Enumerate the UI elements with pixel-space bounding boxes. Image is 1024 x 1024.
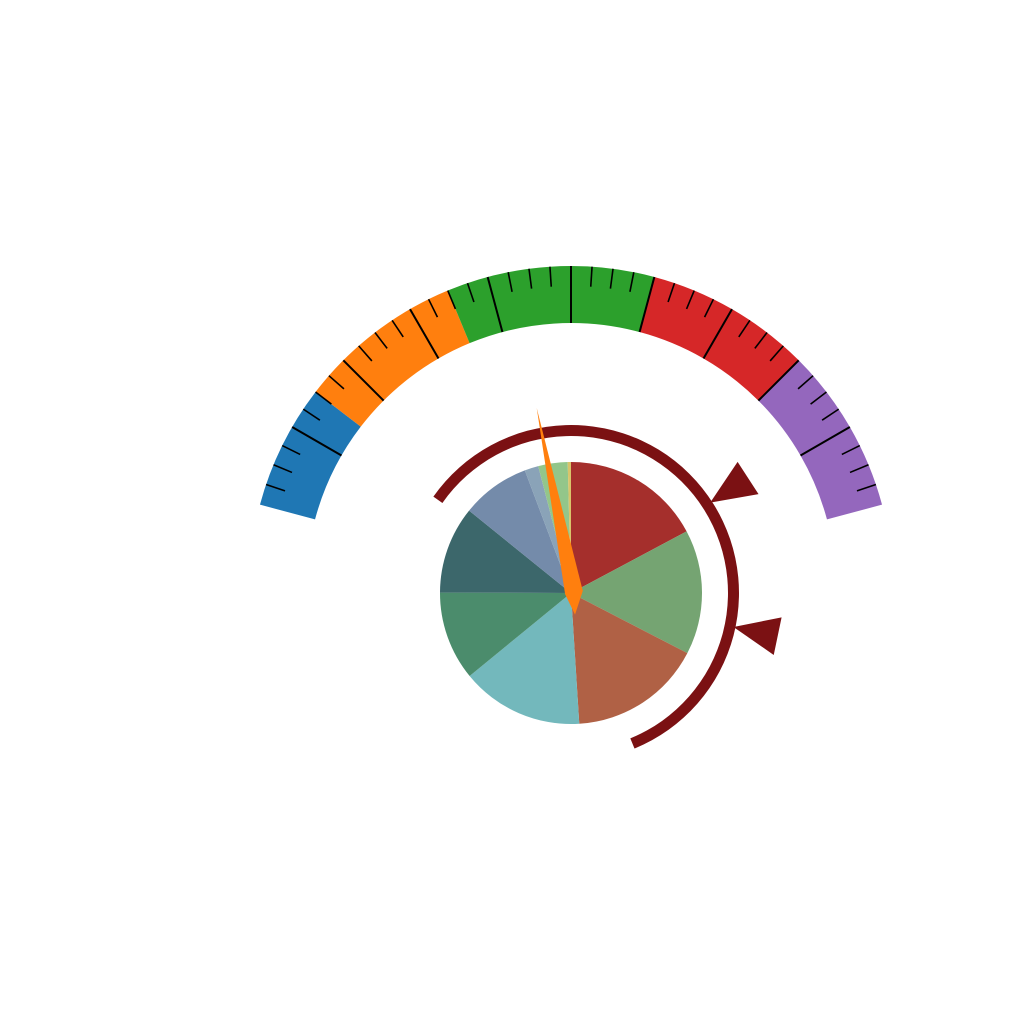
gauge-minor-tick (797, 375, 814, 390)
pie-slice-4 (469, 593, 580, 724)
pie-chart (439, 462, 702, 724)
gauge-major-tick (799, 426, 851, 457)
gauge-minor-tick (589, 266, 593, 287)
gauge-minor-tick (821, 408, 840, 421)
gauge-minor-tick (273, 464, 293, 474)
gauge-minor-tick (849, 464, 869, 474)
pie-slice-1 (571, 462, 687, 593)
gauge-minor-tick (328, 375, 345, 390)
gauge-minor-tick (507, 272, 513, 292)
pie-slice-5 (439, 592, 571, 676)
gauge-band-4 (639, 276, 799, 401)
gauge-needle-group (536, 408, 583, 615)
gauge-minor-tick (466, 282, 475, 303)
gauge-minor-tick (685, 290, 695, 310)
gauge-ticks (265, 266, 877, 492)
gauge-minor-tick (302, 408, 321, 421)
gauge-band-1 (259, 391, 361, 520)
gauge-minor-tick (667, 282, 676, 303)
gauge-major-tick (342, 359, 385, 402)
gauge-minor-tick (391, 319, 404, 338)
gauge-minor-tick (447, 290, 457, 310)
gauge-minor-tick (315, 391, 332, 405)
gauge-major-tick (757, 359, 800, 402)
pie-slice-3 (571, 593, 688, 724)
gauge-minor-tick (856, 483, 877, 492)
gauge-minor-tick (629, 272, 635, 292)
gauge-major-tick (638, 276, 656, 333)
ring-marker-1 (710, 461, 759, 503)
pie-slice-6 (440, 510, 571, 593)
gauge-minor-tick (358, 345, 373, 362)
gauge-minor-tick (810, 391, 827, 405)
gauge-minor-tick (528, 268, 533, 289)
progress-ring (433, 425, 782, 749)
gauge-major-tick (486, 276, 504, 333)
gauge-minor-tick (703, 298, 715, 318)
gauge-major-tick (409, 308, 440, 360)
gauge-minor-tick (754, 332, 768, 349)
gauge-minor-tick (427, 298, 439, 318)
gauge-minor-tick (265, 483, 286, 492)
gauge-minor-tick (738, 319, 751, 338)
gauge-minor-tick (549, 266, 553, 287)
pie-slice-7 (469, 470, 571, 593)
gauge-band-2 (315, 290, 470, 427)
gauge-needle (536, 408, 583, 615)
pie-slice-2 (571, 531, 702, 654)
gauge-major-tick (291, 426, 343, 457)
pie-slice-8 (524, 466, 571, 593)
gauge-minor-tick (281, 444, 301, 456)
gauge-minor-tick (841, 444, 861, 456)
gauge-minor-tick (609, 268, 614, 289)
gauge-band-5 (758, 360, 883, 520)
ring-marker-2 (733, 617, 782, 655)
gauge-minor-tick (769, 345, 784, 362)
gauge-major-tick (702, 308, 733, 360)
gauge-minor-tick (374, 332, 388, 349)
